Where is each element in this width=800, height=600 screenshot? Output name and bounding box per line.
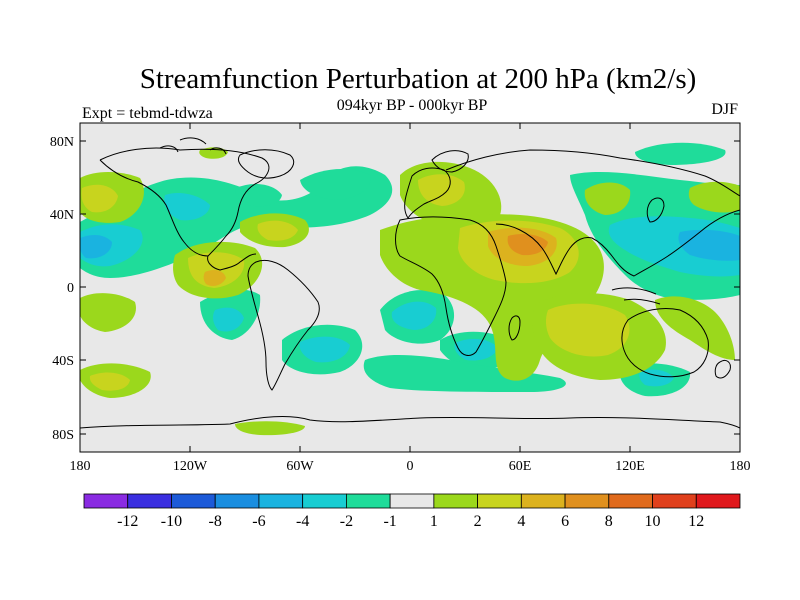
- contour-pos-south-pacific2-core: [89, 372, 130, 391]
- lon-labels: 180 120W 60W 0 60E 120E 180: [70, 459, 751, 474]
- coast-north-america: [99, 147, 270, 271]
- colorbar-box-6: [345, 493, 391, 509]
- colorbar-box-3: [214, 493, 260, 509]
- coast-scandinavia: [431, 150, 469, 173]
- contour-pos-east-asia: [688, 181, 740, 213]
- lon-label-180e: 180: [730, 459, 751, 474]
- coast-antarctica: [80, 416, 740, 429]
- lon-label-60w: 60W: [286, 459, 314, 474]
- colorbar-label-1: -10: [161, 513, 182, 530]
- contour-neg-africa-core: [391, 301, 437, 330]
- coast-south-america: [247, 259, 320, 391]
- contour-neg-south-ocean: [363, 355, 566, 392]
- colorbar-box-1: [127, 493, 172, 509]
- map-title: Streamfunction Perturbation at 200 hPa (…: [140, 63, 697, 95]
- contour-pos-mexico-core: [188, 252, 245, 288]
- colorbar-box-7: [389, 493, 435, 509]
- colorbar-boxes: [83, 493, 741, 509]
- coastlines: [80, 137, 740, 429]
- coast-africa: [395, 216, 507, 356]
- lat-label-40n: 40N: [50, 208, 74, 223]
- lat-labels: 80N 40N 0 40S 80S: [50, 135, 74, 443]
- colorbar-label-13: 12: [688, 513, 704, 530]
- colorbar-box-5: [302, 493, 347, 509]
- colorbar-label-12: 10: [645, 513, 661, 530]
- colorbar-label-2: -8: [209, 513, 222, 530]
- contour-pos-na-west-core: [81, 184, 118, 213]
- colorbar-box-14: [695, 493, 741, 509]
- map-panel: 80N 40N 0 40S 80S 180 120W 60W 0 60E 120…: [50, 122, 751, 474]
- colorbar-label-3: -6: [252, 513, 265, 530]
- coast-north-america-west: [99, 159, 209, 257]
- coast-japan: [646, 197, 665, 223]
- lat-label-80n: 80N: [50, 135, 74, 150]
- colorbar-label-7: 1: [430, 513, 438, 530]
- lat-label-40s: 40S: [52, 354, 74, 369]
- colorbar-label-6: -1: [383, 513, 396, 530]
- contour-pos-indian-ocean-core: [545, 303, 630, 357]
- contour-pos-us-east-core: [257, 220, 298, 241]
- left-subtitle: Expt = tebmd-tdwza: [82, 105, 213, 122]
- colorbar-label-5: -2: [340, 513, 353, 530]
- contour-pos-antarctic: [235, 421, 305, 436]
- contour-fills: [80, 142, 740, 436]
- contour-neg-na: [164, 193, 210, 221]
- colorbar-box-12: [608, 493, 653, 509]
- lon-label-60e: 60E: [509, 459, 532, 474]
- lat-label-0: 0: [67, 281, 74, 296]
- colorbar-label-10: 6: [561, 513, 569, 530]
- contour-pos-europe-core: [418, 174, 465, 206]
- contour-pos-middle-east-core2: [507, 234, 548, 256]
- colorbar-label-11: 8: [605, 513, 613, 530]
- colorbar-label-8: 2: [474, 513, 482, 530]
- coast-madagascar: [508, 315, 521, 341]
- contour-pos-west-pacific: [584, 182, 631, 215]
- axis-ticks: [79, 123, 741, 452]
- colorbar-box-2: [171, 493, 216, 509]
- contour-neg-west-pacific-core: [678, 229, 740, 261]
- colorbar-label-4: -4: [296, 513, 309, 530]
- colorbar-box-0: [83, 493, 129, 509]
- lon-label-0: 0: [407, 459, 414, 474]
- contour-neg-south-atlantic-core: [299, 336, 350, 363]
- coast-asia: [445, 149, 740, 277]
- coast-indonesia: [611, 287, 661, 305]
- contour-neg-atlantic: [300, 168, 371, 200]
- contour-neg-greenland: [235, 184, 282, 207]
- right-subtitle: DJF: [711, 101, 738, 118]
- colorbar-label-0: -12: [117, 513, 138, 530]
- lon-label-180w: 180: [70, 459, 91, 474]
- coast-greenland: [237, 149, 295, 179]
- contour-pos-south-pacific: [80, 293, 136, 332]
- contour-pos-australia-east: [655, 296, 735, 360]
- colorbar-labels: -12 -10 -8 -6 -4 -2 -1 1 2 4 6 8 10 12: [117, 513, 704, 530]
- contour-neg-sa-core: [213, 307, 244, 332]
- coast-australia: [621, 307, 709, 378]
- contour-neg-pacific-core2: [80, 234, 112, 259]
- contour-neg-arctic: [635, 142, 726, 165]
- colorbar-box-8: [433, 493, 478, 509]
- center-subtitle: 094kyr BP - 000kyr BP: [337, 97, 488, 114]
- colorbar-box-11: [564, 493, 610, 509]
- coast-new-zealand: [714, 359, 731, 379]
- lon-label-120e: 120E: [615, 459, 645, 474]
- coast-europe: [404, 167, 451, 219]
- colorbar-box-13: [652, 493, 697, 509]
- coast-arctic-islands: [159, 137, 227, 155]
- colorbar-box-9: [477, 493, 522, 509]
- colorbar: -12 -10 -8 -6 -4 -2 -1 1 2 4 6 8 10 12: [83, 493, 741, 530]
- lon-label-120w: 120W: [173, 459, 208, 474]
- contour-pos-mexico-core2: [203, 270, 226, 286]
- colorbar-box-10: [520, 493, 566, 509]
- colorbar-label-9: 4: [517, 513, 525, 530]
- lat-label-80s: 80S: [52, 428, 74, 443]
- colorbar-box-4: [258, 493, 304, 509]
